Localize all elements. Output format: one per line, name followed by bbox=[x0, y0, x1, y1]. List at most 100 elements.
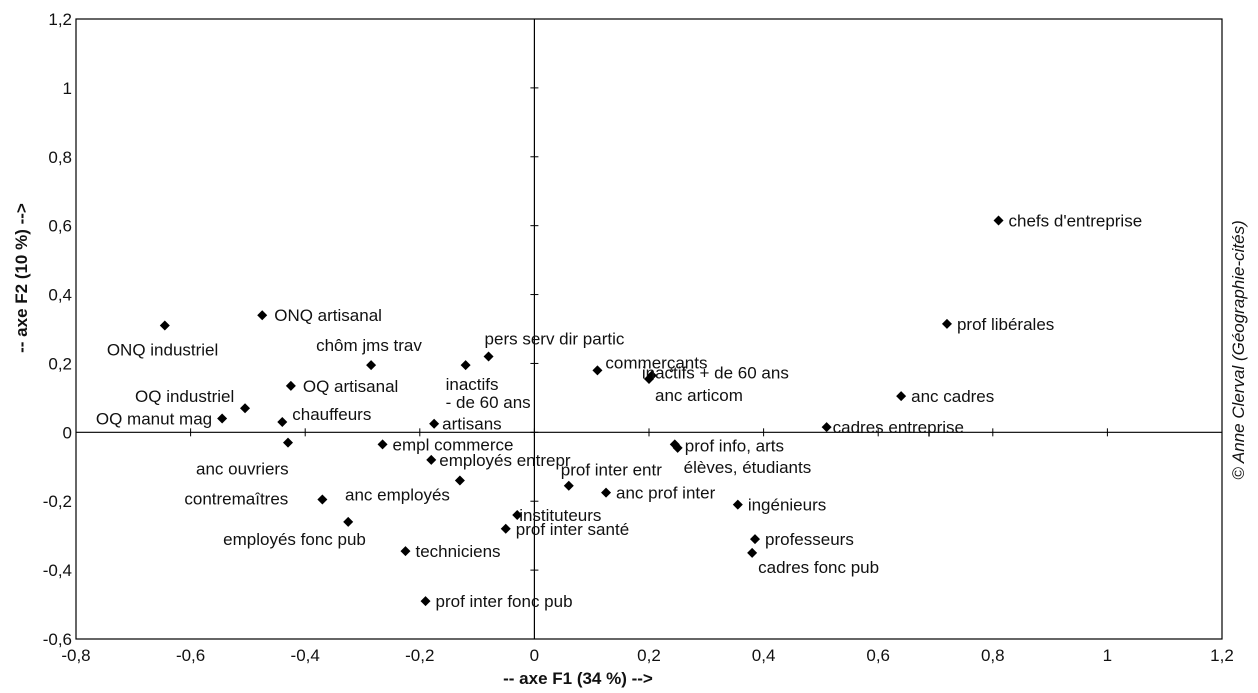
data-point: prof inter santé bbox=[500, 520, 629, 539]
data-point: inactifs + de 60 ans bbox=[642, 364, 789, 383]
point-label: empl commerce bbox=[393, 435, 514, 454]
point-marker bbox=[240, 403, 251, 414]
point-marker bbox=[277, 417, 288, 427]
x-tick-label: 0,6 bbox=[866, 646, 890, 665]
point-label: contremaîtres bbox=[184, 490, 288, 509]
data-point: pers serv dir partic bbox=[483, 330, 625, 362]
point-marker bbox=[159, 320, 170, 331]
point-label: prof info, arts bbox=[685, 436, 784, 455]
y-tick-label: 0,8 bbox=[48, 148, 72, 167]
point-label: inactifs - de 60 ans bbox=[446, 375, 531, 412]
point-label: chauffeurs bbox=[292, 405, 371, 424]
point-marker bbox=[343, 516, 354, 527]
data-point: artisans bbox=[429, 415, 502, 434]
point-marker bbox=[750, 534, 761, 545]
point-label: OQ artisanal bbox=[303, 377, 398, 396]
data-point: chauffeurs bbox=[277, 405, 371, 427]
y-tick-label: -0,6 bbox=[43, 630, 72, 649]
point-label: artisans bbox=[442, 415, 502, 434]
point-label: ingénieurs bbox=[748, 496, 826, 515]
point-marker bbox=[257, 310, 268, 321]
point-label: employés entrepr bbox=[439, 451, 571, 470]
data-point: élèves, étudiants bbox=[672, 442, 812, 477]
point-marker bbox=[420, 596, 431, 607]
data-point: OQ industriel bbox=[135, 387, 251, 414]
data-points: chefs d'entreprise prof libérales anc cadr… bbox=[96, 212, 1142, 612]
tick-labels: -0,8 -0,6 -0,4 -0,2 0 0,2 0,4 0,6 0,8 1 1,21,210,8… bbox=[43, 10, 1234, 665]
point-label: anc cadres bbox=[911, 387, 994, 406]
point-marker bbox=[601, 487, 612, 498]
data-point: instituteurs bbox=[512, 506, 601, 525]
point-marker bbox=[285, 380, 296, 391]
x-tick-label: 0,4 bbox=[752, 646, 776, 665]
point-label: instituteurs bbox=[519, 506, 601, 525]
point-label: ONQ artisanal bbox=[274, 306, 382, 325]
point-marker bbox=[217, 413, 228, 424]
point-marker bbox=[747, 547, 758, 558]
point-marker bbox=[732, 499, 743, 510]
x-tick-label: -0,6 bbox=[176, 646, 205, 665]
point-label: inactifs + de 60 ans bbox=[642, 364, 789, 383]
x-tick-label: -0,2 bbox=[405, 646, 434, 665]
point-label: prof libérales bbox=[957, 315, 1054, 334]
point-marker bbox=[644, 373, 654, 384]
y-tick-label: 1,2 bbox=[48, 10, 72, 29]
point-marker bbox=[672, 442, 683, 453]
point-label: pers serv dir partic bbox=[485, 330, 625, 349]
point-marker bbox=[366, 360, 377, 371]
point-marker bbox=[426, 454, 437, 465]
x-tick-label: 1 bbox=[1103, 646, 1112, 665]
y-tick-label: 0,4 bbox=[48, 286, 72, 305]
point-label: chôm jms trav bbox=[316, 336, 422, 355]
data-point: empl commerce bbox=[377, 435, 514, 454]
point-marker bbox=[896, 391, 907, 402]
data-point: techniciens bbox=[400, 542, 501, 561]
y-tick-label: -0,2 bbox=[43, 492, 72, 511]
point-label: employés fonc pub bbox=[223, 530, 366, 549]
point-label: anc employés bbox=[345, 486, 450, 505]
data-point: cadres entreprise bbox=[821, 418, 964, 437]
point-label: OQ manut mag bbox=[96, 410, 212, 429]
data-point: inactifs - de 60 ans bbox=[446, 360, 531, 412]
y-tick-label: 0,6 bbox=[48, 217, 72, 236]
point-label: cadres fonc pub bbox=[758, 558, 879, 577]
point-label: anc ouvriers bbox=[196, 460, 289, 479]
point-marker bbox=[483, 351, 494, 362]
point-label: OQ industriel bbox=[135, 387, 234, 406]
point-label: professeurs bbox=[765, 530, 854, 549]
x-tick-label: 0 bbox=[530, 646, 539, 665]
data-point: ONQ artisanal bbox=[257, 306, 382, 325]
data-point: chôm jms trav bbox=[316, 336, 422, 371]
y-tick-label: 0 bbox=[63, 423, 72, 442]
point-label: commerçants bbox=[605, 353, 707, 372]
y-axis-title: -- axe F2 (10 %) --> bbox=[12, 203, 31, 353]
x-tick-label: -0,4 bbox=[291, 646, 320, 665]
x-tick-label: 1,2 bbox=[1210, 646, 1234, 665]
point-label: chefs d'entreprise bbox=[1009, 212, 1143, 231]
data-point: prof inter entr bbox=[561, 461, 662, 491]
point-marker bbox=[821, 422, 832, 433]
point-marker bbox=[283, 437, 294, 448]
credit-text: © Anne Clerval (Géographie-cités) bbox=[1229, 220, 1248, 479]
plot-frame bbox=[75, 18, 1223, 640]
point-marker bbox=[563, 480, 574, 491]
point-marker bbox=[429, 418, 440, 429]
point-marker bbox=[400, 546, 411, 557]
data-point: prof inter fonc pub bbox=[420, 592, 573, 611]
point-marker bbox=[317, 494, 328, 505]
data-point: anc cadres bbox=[896, 387, 994, 406]
data-point: anc prof inter bbox=[601, 484, 716, 503]
point-label: élèves, étudiants bbox=[684, 458, 812, 477]
point-label: prof inter fonc pub bbox=[436, 592, 573, 611]
x-tick-label: 0,2 bbox=[637, 646, 661, 665]
point-marker bbox=[377, 439, 388, 450]
point-label: prof inter entr bbox=[561, 461, 662, 480]
y-tick-label: 0,2 bbox=[48, 354, 72, 373]
point-marker bbox=[941, 318, 952, 329]
data-point: OQ artisanal bbox=[285, 377, 398, 396]
data-point: anc employés bbox=[345, 475, 465, 505]
point-marker bbox=[460, 360, 471, 371]
y-tick-label: 1 bbox=[63, 79, 72, 98]
data-point: employés entrepr bbox=[426, 451, 571, 470]
